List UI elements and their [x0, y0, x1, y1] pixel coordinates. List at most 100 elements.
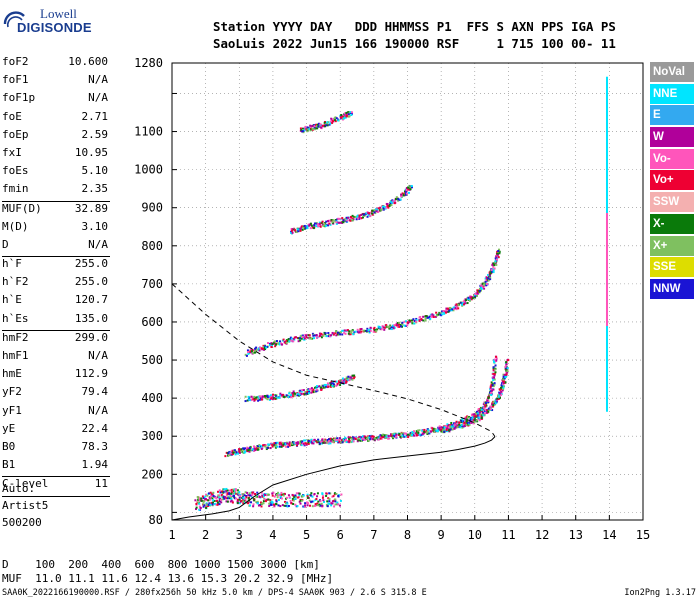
echo-point	[605, 100, 608, 107]
echo-point	[321, 493, 324, 496]
echo-point	[331, 220, 334, 223]
echo-point	[325, 494, 328, 497]
echo-point	[259, 397, 262, 400]
echo-point	[373, 437, 376, 440]
echo-point	[321, 440, 324, 443]
echo-point	[465, 418, 468, 421]
echo-point	[498, 392, 501, 395]
echo-point	[340, 439, 343, 442]
param-row-h-es: h`Es 135.0	[2, 312, 110, 330]
echo-point	[478, 288, 481, 291]
param-value: 255.0	[74, 257, 108, 271]
echo-point	[487, 273, 490, 276]
param-row-fof2: foF2 10.600	[2, 55, 110, 73]
echo-point	[330, 218, 333, 221]
param-row-ye: yE 22.4	[2, 422, 110, 440]
echo-point	[262, 500, 265, 503]
echo-point	[230, 499, 233, 502]
echo-point	[323, 441, 326, 444]
echo-point	[411, 434, 414, 437]
echo-point	[256, 447, 259, 450]
echo-point	[271, 443, 274, 446]
echo-point	[341, 441, 344, 444]
echo-point	[228, 450, 231, 453]
y-tick-label: 300	[141, 429, 163, 443]
echo-point	[350, 215, 353, 218]
echo-point	[307, 388, 310, 391]
echo-point	[605, 337, 608, 344]
echo-point	[373, 438, 376, 441]
echo-point	[270, 346, 273, 349]
echo-point	[472, 415, 475, 418]
echo-point	[319, 500, 322, 503]
echo-point	[495, 355, 498, 358]
echo-point	[266, 493, 269, 496]
echo-point	[393, 199, 396, 202]
echo-point	[313, 224, 316, 227]
echo-point	[345, 111, 348, 114]
echo-point	[261, 494, 264, 497]
echo-point	[360, 327, 363, 330]
echo-point	[304, 125, 307, 128]
echo-point	[468, 299, 471, 302]
echo-point	[253, 449, 256, 452]
echo-point	[319, 504, 322, 507]
echo-point	[232, 488, 235, 491]
echo-point	[303, 338, 306, 341]
echo-point	[253, 351, 256, 354]
echo-point	[461, 304, 464, 307]
echo-point	[390, 328, 393, 331]
echo-point	[317, 225, 320, 228]
echo-point	[317, 125, 320, 128]
echo-point	[247, 449, 250, 452]
echo-point	[243, 451, 246, 454]
echo-point	[605, 138, 608, 145]
echo-point	[379, 434, 382, 437]
echo-point	[420, 318, 423, 321]
echo-point	[245, 354, 248, 357]
echo-point	[337, 494, 340, 497]
param-key: yF1	[2, 403, 22, 417]
echo-point	[449, 424, 452, 427]
echo-point	[423, 430, 426, 433]
echo-point	[605, 179, 608, 186]
echo-point	[375, 210, 378, 213]
echo-point	[265, 448, 268, 451]
param-value: 11	[94, 477, 108, 491]
echo-point	[277, 504, 280, 507]
echo-point	[334, 220, 337, 223]
echo-point	[429, 317, 432, 320]
param-value: 5.10	[81, 164, 109, 178]
echo-point	[462, 302, 465, 305]
echo-point	[455, 420, 458, 423]
x-tick-label: 11	[501, 528, 515, 542]
echo-point	[388, 327, 391, 330]
echo-point	[263, 498, 266, 501]
echo-point	[293, 336, 296, 339]
echo-point	[431, 313, 434, 316]
param-key: foE	[2, 109, 22, 123]
param-value: 2.35	[81, 182, 109, 196]
echo-point	[319, 334, 322, 337]
echo-point	[405, 190, 408, 193]
echo-point	[318, 221, 321, 224]
echo-point	[298, 442, 301, 445]
echo-point	[447, 426, 450, 429]
echo-point	[292, 390, 295, 393]
echo-point	[330, 120, 333, 123]
echo-point	[390, 326, 393, 329]
echo-point	[323, 124, 326, 127]
plot-grid	[172, 63, 643, 520]
echo-point	[416, 433, 419, 436]
echo-point	[225, 487, 228, 490]
echo-point	[356, 440, 359, 443]
echo-point	[278, 443, 281, 446]
echo-point	[449, 307, 452, 310]
x-tick-label: 2	[202, 528, 209, 542]
echo-point	[605, 117, 608, 124]
param-key: C-level	[2, 477, 49, 491]
echo-point	[204, 495, 207, 498]
echo-point	[485, 276, 488, 279]
echo-point	[504, 381, 507, 384]
echo-point	[312, 127, 315, 130]
